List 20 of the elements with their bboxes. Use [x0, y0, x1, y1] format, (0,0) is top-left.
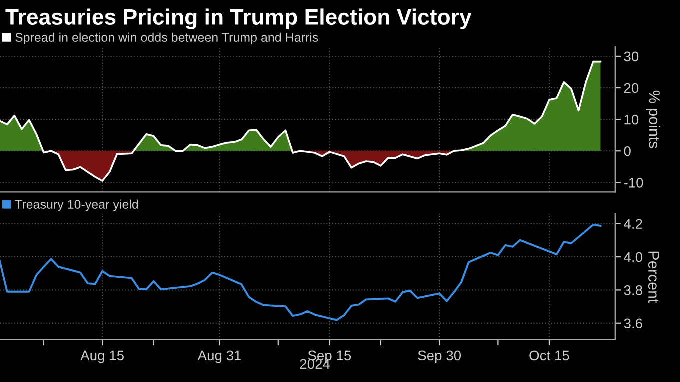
y-tick-label: 4.0 [624, 252, 642, 262]
legend-label: Treasury 10-year yield [15, 200, 138, 212]
y-tick-label: 3.8 [624, 286, 642, 296]
y-tick-label: 3.6 [624, 318, 642, 329]
y-tick-label: 20 [624, 83, 639, 94]
y-tick-label: 0 [624, 146, 631, 156]
x-tick-label: Oct 15 [530, 350, 570, 361]
x-tick-label: Aug 31 [198, 350, 242, 364]
chart-title: Treasuries Pricing in Trump Election Victory [6, 8, 472, 30]
line-series [0, 224, 602, 322]
x-tick-label: Sep 30 [418, 350, 462, 364]
y-tick-label: 30 [624, 52, 639, 62]
legend-label: Spread in election win odds between Trump and Harris [16, 32, 318, 44]
line-series [0, 60, 602, 182]
y-axis-title: % points [646, 90, 660, 148]
y-tick-label: 10 [624, 114, 639, 125]
y-axis-title: Percent [648, 252, 660, 304]
x-tick-label: Aug 15 [80, 350, 124, 364]
y-tick-label: -10 [624, 178, 644, 188]
y-tick-label: 4.2 [624, 219, 642, 229]
